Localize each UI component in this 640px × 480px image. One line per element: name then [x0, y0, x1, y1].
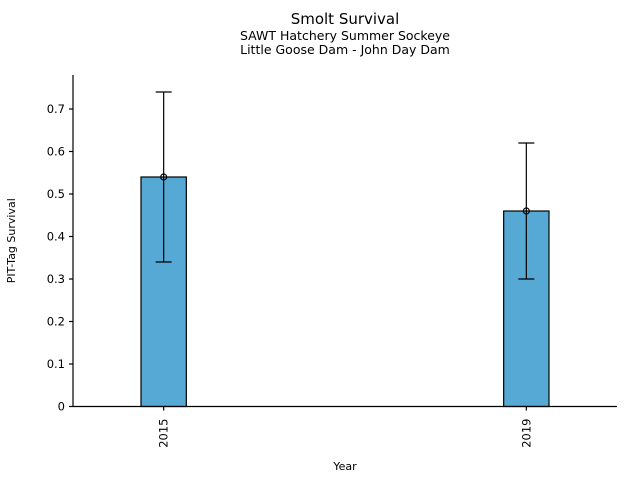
y-tick-label-6: 0.6: [47, 145, 65, 159]
y-axis-title: PIT-Tag Survival: [5, 198, 18, 283]
y-tick-label-5: 0.5: [47, 187, 65, 201]
y-tick-label-7: 0.7: [47, 102, 65, 116]
x-tick-label-2015: 2015: [157, 419, 171, 448]
point-marker-2015: [160, 173, 168, 181]
point-marker-2019: [522, 207, 530, 215]
chart-header: Smolt Survival SAWT Hatchery Summer Sock…: [73, 10, 617, 57]
chart-subtitle-line1: SAWT Hatchery Summer Sockeye: [240, 28, 450, 43]
chart-title: Smolt Survival: [290, 10, 400, 28]
y-tick-label-3: 0.3: [47, 272, 65, 286]
y-tick-label-4: 0.4: [47, 230, 65, 244]
x-axis-title: Year: [332, 460, 357, 473]
y-tick-label-1: 0.1: [47, 357, 65, 371]
y-tick-label-0: 0: [58, 400, 65, 414]
x-tick-label-2019: 2019: [519, 419, 533, 448]
y-tick-label-2: 0.2: [47, 315, 65, 329]
chart-subtitle-line2: Little Goose Dam - John Day Dam: [240, 42, 450, 57]
